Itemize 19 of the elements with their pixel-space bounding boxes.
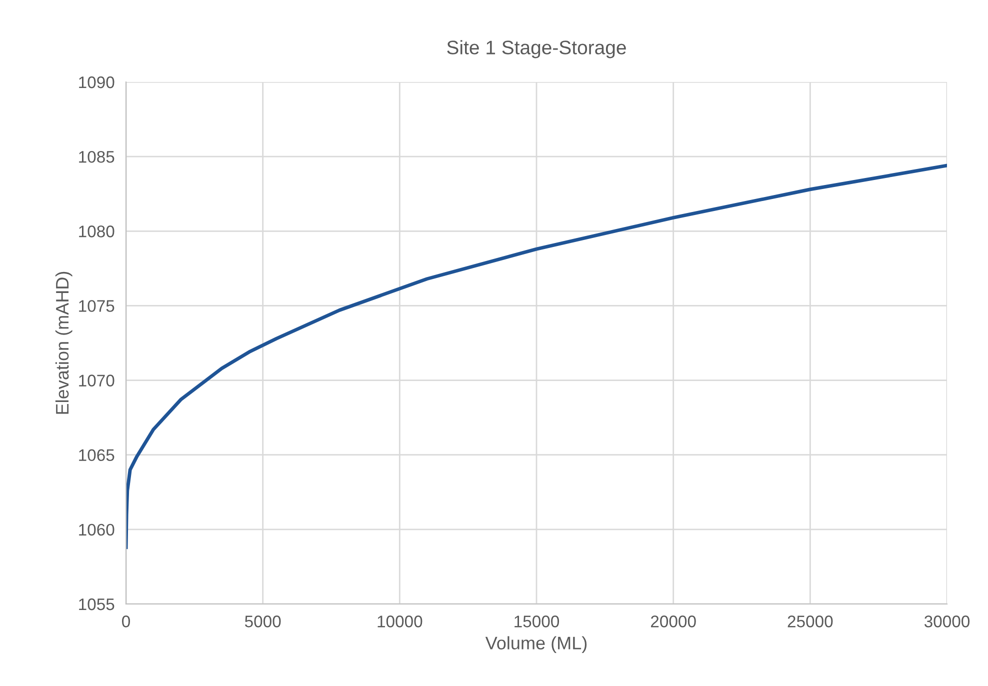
- x-tick-label: 15000: [514, 616, 560, 628]
- y-tick-label: 1055: [79, 598, 114, 610]
- y-tick-label: 1090: [79, 76, 114, 88]
- y-axis-title: Elevation (mAHD): [55, 272, 72, 414]
- x-axis-title: Volume (ML): [485, 636, 587, 654]
- y-tick-label: 1075: [79, 300, 114, 312]
- x-tick-label: 20000: [651, 616, 696, 628]
- x-tick-label: 25000: [788, 616, 833, 628]
- y-tick-label: 1070: [79, 374, 114, 386]
- x-tick-label: 30000: [924, 616, 970, 628]
- x-tick-label: 10000: [378, 616, 422, 628]
- y-tick-label: 1080: [79, 226, 114, 238]
- y-tick-label: 1065: [79, 449, 114, 462]
- line-series: [126, 164, 947, 550]
- y-tick-label: 1085: [79, 150, 114, 163]
- y-tick-label: 1060: [79, 524, 114, 536]
- chart-title: Site 1 Stage-Storage: [447, 40, 626, 58]
- x-tick-label: 5000: [244, 616, 281, 628]
- x-tick-label: 0: [122, 616, 130, 628]
